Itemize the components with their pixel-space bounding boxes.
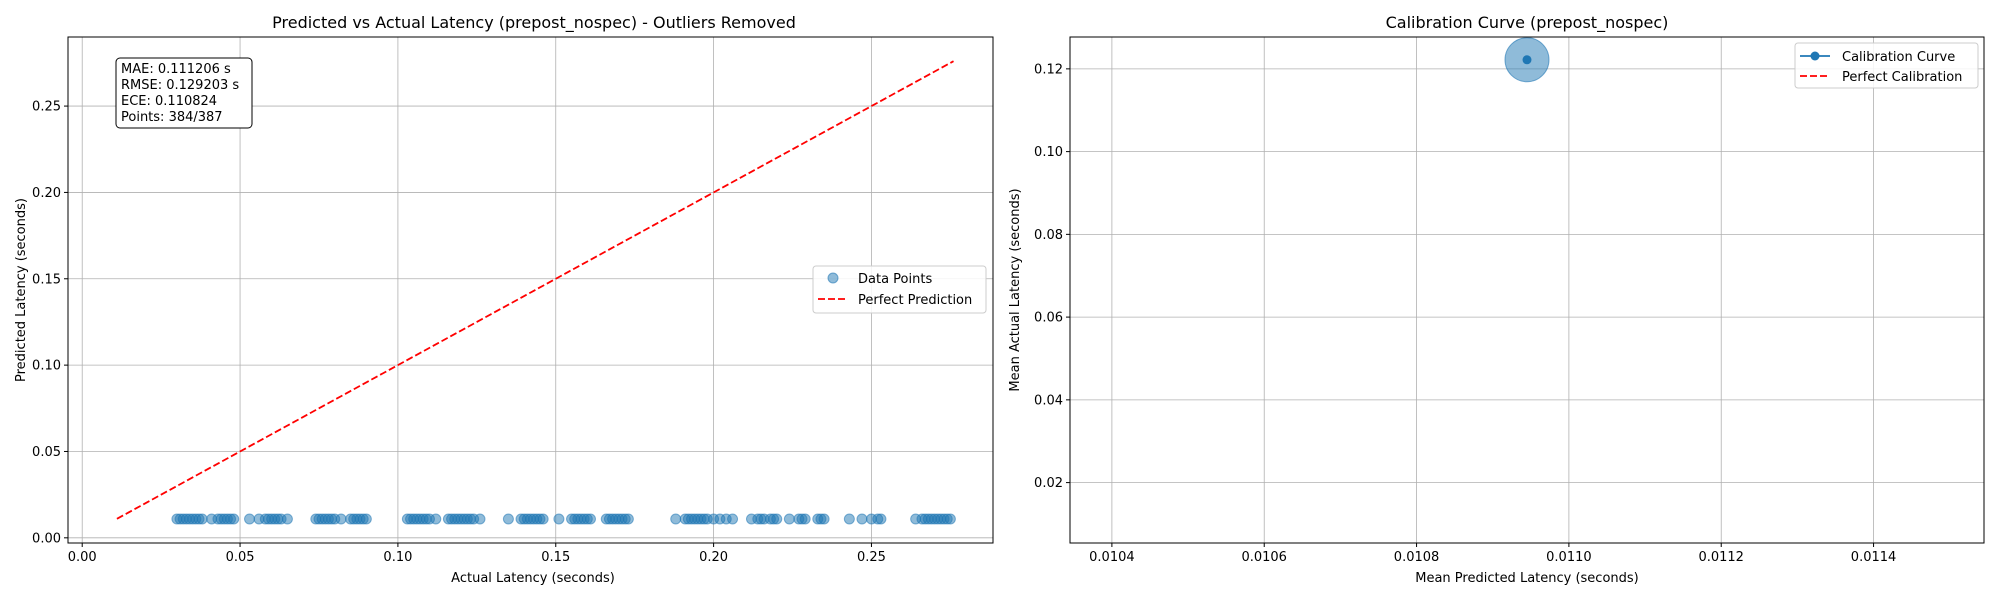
l-y-tick-label: 0.05 xyxy=(32,445,61,460)
r-y-tick-label: 0.12 xyxy=(1034,62,1063,77)
data-point xyxy=(228,513,240,525)
r-y-tick-label: 0.10 xyxy=(1034,145,1063,160)
l-y-tick-label: 0.10 xyxy=(32,359,61,374)
legend-data-points-label: Data Points xyxy=(858,272,932,287)
left-scatter-points xyxy=(171,513,956,525)
data-point xyxy=(244,513,256,525)
data-point xyxy=(856,513,868,525)
l-x-tick-label: 0.00 xyxy=(68,550,97,565)
right-plot-frame xyxy=(1069,36,1985,544)
left-y-axis-label: Predicted Latency (seconds) xyxy=(14,198,29,382)
left-x-axis-label: Actual Latency (seconds) xyxy=(451,571,615,586)
legend-perfect-prediction-label: Perfect Prediction xyxy=(858,293,972,308)
data-point xyxy=(799,513,811,525)
r-x-tick-label: 0.0106 xyxy=(1241,550,1287,565)
l-x-tick-label: 0.10 xyxy=(383,550,412,565)
r-y-tick-label: 0.06 xyxy=(1034,311,1063,326)
legend-calibration-curve-label: Calibration Curve xyxy=(1842,50,1955,65)
data-point xyxy=(622,513,634,525)
right-chart: Calibration Curve (prepost_nospec) 0.010… xyxy=(1008,13,1985,586)
right-y-ticks: 0.02 0.04 0.06 0.08 0.10 0.12 xyxy=(1034,62,1070,491)
data-point xyxy=(474,513,486,525)
left-perfect-prediction-line xyxy=(116,60,954,520)
l-x-tick-label: 0.25 xyxy=(857,550,886,565)
r-x-tick-label: 0.0110 xyxy=(1546,550,1592,565)
r-y-tick-label: 0.04 xyxy=(1034,393,1063,408)
data-point xyxy=(360,513,372,525)
left-x-ticks: 0.00 0.05 0.10 0.15 0.20 0.25 xyxy=(68,543,886,565)
l-y-tick-label: 0.20 xyxy=(32,186,61,201)
data-point xyxy=(502,513,514,525)
stat-ece: ECE: 0.110824 xyxy=(121,94,217,109)
data-point xyxy=(783,513,795,525)
r-y-tick-label: 0.02 xyxy=(1034,476,1063,491)
right-y-axis-label: Mean Actual Latency (seconds) xyxy=(1008,188,1023,391)
stat-points: Points: 384/387 xyxy=(121,110,223,125)
left-chart: Predicted vs Actual Latency (prepost_nos… xyxy=(14,13,994,586)
right-calibration-points xyxy=(1504,37,1550,83)
right-chart-title: Calibration Curve (prepost_nospec) xyxy=(1386,13,1669,33)
calibration-point xyxy=(1522,55,1532,65)
r-y-tick-label: 0.08 xyxy=(1034,228,1063,243)
right-grid xyxy=(1070,37,1984,543)
l-y-tick-label: 0.00 xyxy=(32,531,61,546)
r-x-tick-label: 0.0112 xyxy=(1698,550,1744,565)
data-point xyxy=(818,513,830,525)
data-point xyxy=(875,513,887,525)
l-y-tick-label: 0.15 xyxy=(32,272,61,287)
data-point xyxy=(843,513,855,525)
r-x-tick-label: 0.0104 xyxy=(1089,550,1135,565)
left-chart-title: Predicted vs Actual Latency (prepost_nos… xyxy=(272,13,796,33)
l-x-tick-label: 0.05 xyxy=(226,550,255,565)
stat-mae: MAE: 0.111206 s xyxy=(121,62,231,77)
data-point xyxy=(335,513,347,525)
l-y-tick-label: 0.25 xyxy=(32,100,61,115)
data-point xyxy=(196,513,208,525)
l-x-tick-label: 0.20 xyxy=(699,550,728,565)
left-legend: Data Points Perfect Prediction xyxy=(812,265,987,314)
data-point xyxy=(670,513,682,525)
stat-rmse: RMSE: 0.129203 s xyxy=(121,78,239,93)
r-x-tick-label: 0.0108 xyxy=(1394,550,1440,565)
data-point xyxy=(944,513,956,525)
data-point xyxy=(537,513,549,525)
left-y-ticks: 0.00 0.05 0.10 0.15 0.20 0.25 xyxy=(32,100,68,546)
legend-calibration-curve-marker xyxy=(1810,51,1820,61)
right-x-axis-label: Mean Predicted Latency (seconds) xyxy=(1415,571,1639,586)
left-stats-box: MAE: 0.111206 s RMSE: 0.129203 s ECE: 0.… xyxy=(115,57,253,129)
data-point xyxy=(771,513,783,525)
data-point xyxy=(553,513,565,525)
legend-perfect-calibration-label: Perfect Calibration xyxy=(1842,70,1962,85)
right-x-ticks: 0.0104 0.0106 0.0108 0.0110 0.0112 0.0114 xyxy=(1089,543,1896,565)
r-x-tick-label: 0.0114 xyxy=(1851,550,1897,565)
left-plot-frame xyxy=(67,36,994,544)
right-legend: Calibration Curve Perfect Calibration xyxy=(1794,42,1979,89)
data-point xyxy=(281,513,293,525)
data-point xyxy=(727,513,739,525)
data-point xyxy=(584,513,596,525)
l-x-tick-label: 0.15 xyxy=(541,550,570,565)
data-point xyxy=(430,513,442,525)
legend-data-points-marker xyxy=(827,272,839,284)
